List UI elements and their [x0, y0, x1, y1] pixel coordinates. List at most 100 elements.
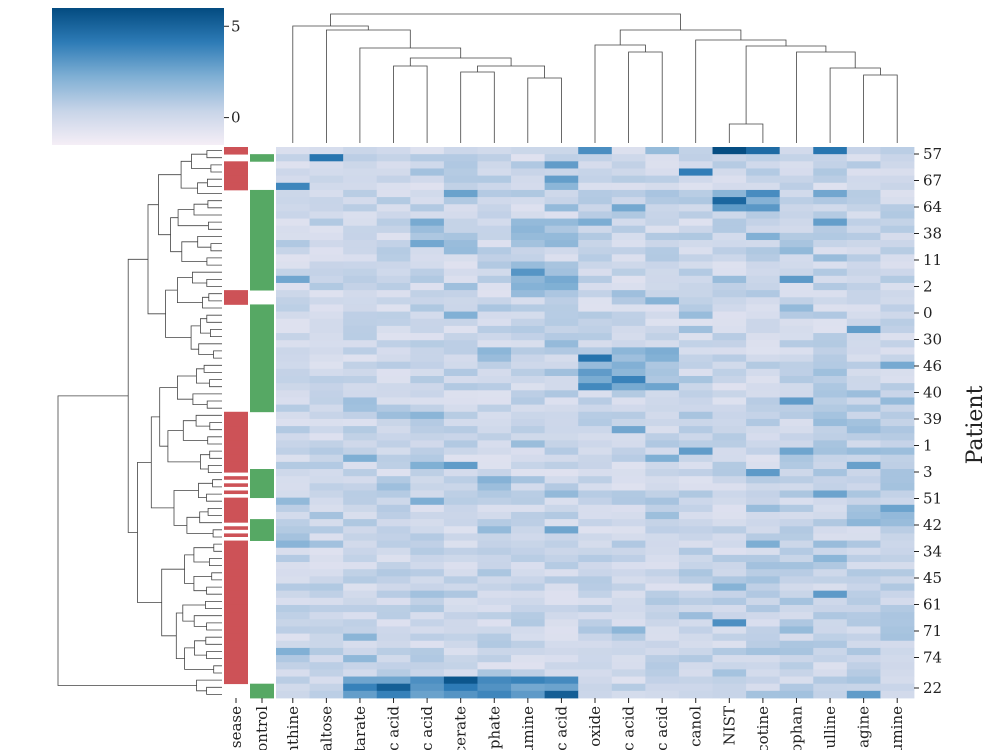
heatmap-cell: [376, 361, 411, 370]
heatmap-cell: [578, 497, 613, 506]
dendrogram-link: [409, 57, 512, 66]
heatmap-cell: [813, 469, 848, 477]
heatmap-cell: [443, 383, 478, 391]
heatmap-cell: [611, 411, 646, 420]
dendrogram-link: [207, 436, 222, 445]
heatmap-cell: [712, 440, 747, 448]
heatmap-cell: [309, 240, 344, 248]
heatmap-cell: [611, 426, 646, 434]
column-dendrogram: [292, 13, 898, 143]
control-marker: [250, 254, 274, 262]
heatmap-cell: [746, 254, 781, 262]
heatmap-cell: [813, 254, 848, 262]
dendrogram-link: [207, 178, 222, 187]
heatmap-cell: [443, 204, 478, 212]
heatmap-cell: [276, 533, 310, 541]
heatmap-cell: [645, 469, 680, 477]
heatmap-cell: [779, 440, 814, 448]
heatmap-cell: [846, 440, 881, 448]
heatmap-cell: [712, 282, 747, 291]
heatmap-cell: [678, 647, 713, 656]
column-tick-label: phate: [485, 706, 503, 749]
heatmap-cell: [578, 175, 613, 184]
heatmap-cell: [712, 225, 747, 234]
heatmap-cell: [813, 340, 848, 348]
heatmap-cell: [410, 304, 445, 312]
heatmap-cell: [813, 554, 848, 563]
heatmap-cell: [645, 197, 680, 205]
heatmap-cell: [611, 304, 646, 312]
heatmap-cell: [645, 325, 680, 334]
heatmap-cell: [544, 576, 579, 584]
dendrogram-link: [177, 277, 203, 303]
heatmap-cell: [712, 168, 747, 177]
dendrogram-link: [212, 529, 222, 538]
heatmap-cell: [343, 147, 378, 155]
heatmap-cell: [813, 497, 848, 506]
heatmap-cell: [309, 189, 344, 198]
heatmap-cell: [511, 390, 546, 398]
heatmap-cell: [645, 225, 680, 234]
heatmap-cell: [578, 647, 613, 656]
heatmap-cell: [746, 247, 781, 255]
heatmap-cell: [511, 311, 546, 320]
heatmap-cell: [544, 540, 579, 549]
heatmap-cell: [343, 547, 378, 556]
heatmap-cell: [376, 690, 411, 699]
heatmap-cell: [410, 254, 445, 262]
heatmap-cell: [410, 433, 445, 441]
heatmap-cell: [712, 640, 747, 649]
heatmap-cell: [578, 225, 613, 234]
heatmap-cell: [746, 361, 781, 370]
heatmap-cell: [779, 383, 814, 391]
heatmap-cell: [276, 404, 310, 413]
heatmap-cell: [611, 604, 646, 613]
heatmap-cell: [813, 612, 848, 620]
heatmap-cell: [578, 469, 613, 477]
disease-marker: [224, 497, 248, 506]
heatmap-cell: [511, 469, 546, 477]
heatmap-cell: [309, 526, 344, 534]
heatmap-cell: [477, 189, 512, 198]
heatmap-cell: [746, 655, 781, 663]
heatmap-cell: [544, 211, 579, 219]
heatmap-cell: [779, 597, 814, 606]
heatmap-cell: [410, 275, 445, 284]
heatmap-cell: [578, 325, 613, 334]
control-marker: [250, 404, 274, 413]
heatmap-cell: [813, 275, 848, 284]
heatmap-cell: [712, 218, 747, 227]
heatmap-cell: [880, 633, 915, 642]
heatmap-cell: [746, 576, 781, 584]
heatmap-cell: [846, 297, 881, 305]
heatmap-cell: [712, 333, 747, 341]
heatmap-cell: [276, 254, 310, 262]
heatmap-cell: [443, 290, 478, 298]
heatmap-cell: [779, 461, 814, 470]
heatmap-cell: [746, 476, 781, 484]
heatmap-cell: [511, 383, 546, 391]
heatmap-cell: [611, 290, 646, 298]
heatmap-cell: [846, 175, 881, 184]
heatmap-cell: [376, 182, 411, 191]
heatmap-cell: [779, 569, 814, 577]
dendrogram-link: [527, 77, 562, 143]
heatmap-cell: [678, 204, 713, 212]
heatmap-cell: [376, 454, 411, 463]
heatmap-cell: [276, 147, 310, 155]
heatmap-cell: [276, 154, 310, 162]
heatmap-cell: [578, 383, 613, 391]
heatmap-cell: [410, 282, 445, 291]
heatmap-cell: [880, 154, 915, 162]
heatmap-cell: [544, 669, 579, 677]
dendrogram-link: [594, 44, 646, 143]
heatmap-cell: [376, 383, 411, 391]
heatmap-cell: [611, 168, 646, 177]
heatmap-cell: [645, 426, 680, 434]
heatmap-cell: [477, 440, 512, 448]
heatmap-cell: [611, 533, 646, 541]
heatmap-cell: [410, 440, 445, 448]
heatmap-cell: [846, 504, 881, 513]
heatmap-cell: [611, 218, 646, 227]
heatmap-cell: [846, 240, 881, 248]
